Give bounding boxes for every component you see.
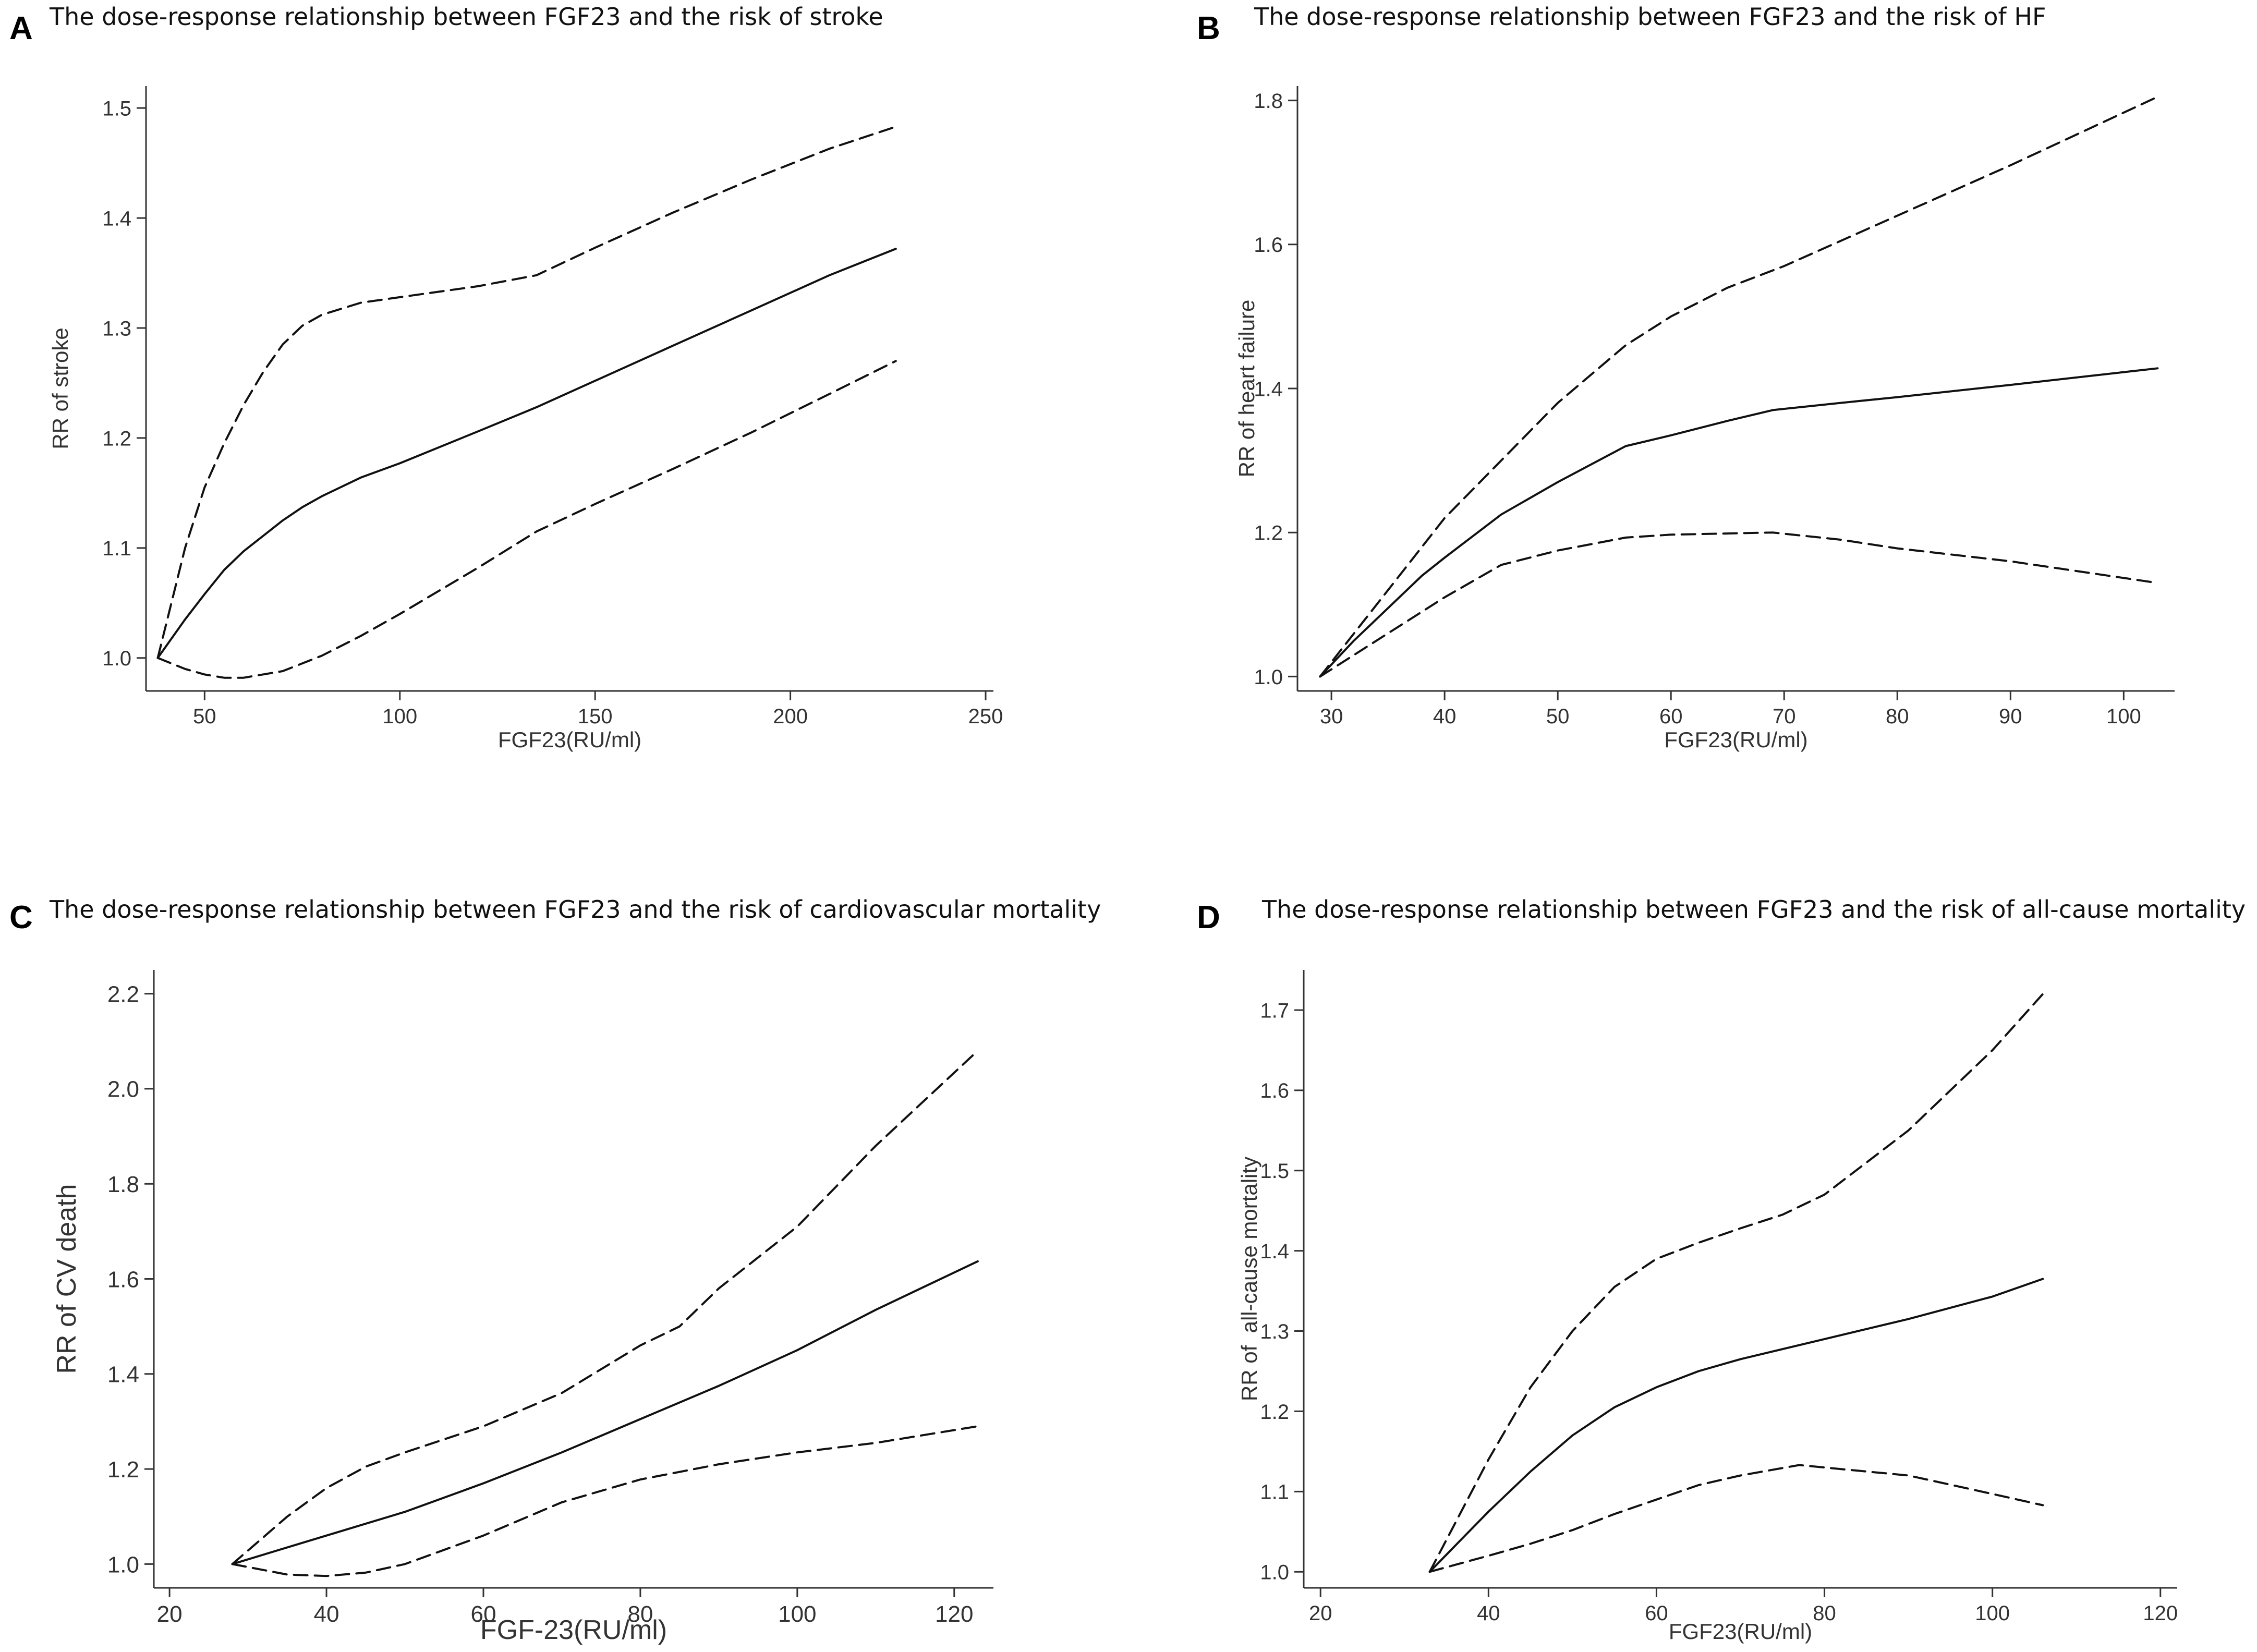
y-tick-label: 1.3 xyxy=(1260,1320,1289,1343)
y-tick-label: 1.0 xyxy=(1254,666,1283,689)
y-tick-label: 1.6 xyxy=(107,1267,139,1292)
y-axis-label: RR of all-cause mortality xyxy=(1237,1157,1261,1401)
y-tick-label: 1.1 xyxy=(1260,1481,1289,1504)
x-tick-label: 60 xyxy=(470,1601,496,1627)
x-tick-label: 100 xyxy=(382,705,417,728)
x-tick-label: 150 xyxy=(578,705,613,728)
panel-d: D The dose-response relationship between … xyxy=(1197,895,2246,1644)
rr-line xyxy=(1428,1278,2044,1573)
rr-line xyxy=(231,1260,979,1565)
x-tick-label: 120 xyxy=(935,1601,973,1627)
x-tick-label: 80 xyxy=(627,1601,653,1627)
y-tick-label: 1.2 xyxy=(102,427,131,450)
rr-line xyxy=(156,248,897,659)
lower-ci-line xyxy=(156,360,897,679)
x-axis-label: FGF23(RU/ml) xyxy=(498,727,641,752)
x-tick-label: 250 xyxy=(968,705,1003,728)
y-tick-label: 1.6 xyxy=(1260,1079,1289,1102)
x-axis-label: FGF23(RU/ml) xyxy=(1664,727,1807,752)
x-tick-label: 40 xyxy=(314,1601,339,1627)
x-tick-label: 120 xyxy=(2143,1602,2178,1625)
y-axis-label: RR of stroke xyxy=(48,327,72,449)
upper-ci-line xyxy=(1428,993,2044,1573)
y-tick-label: 1.6 xyxy=(1254,234,1283,257)
panels-group: A The dose-response relationship between … xyxy=(9,3,2246,1645)
panel-letter: A xyxy=(9,10,33,46)
y-tick-label: 1.8 xyxy=(1254,90,1283,113)
panel-letter: D xyxy=(1197,900,1220,936)
y-tick-label: 1.4 xyxy=(1260,1240,1289,1263)
y-tick-label: 1.1 xyxy=(102,537,131,560)
upper-ci-line xyxy=(156,126,897,659)
y-tick-label: 1.3 xyxy=(102,317,131,340)
chart-title: The dose-response relationship between F… xyxy=(1261,895,2246,924)
lower-ci-line xyxy=(1428,1464,2044,1573)
y-tick-label: 1.4 xyxy=(107,1362,139,1388)
y-axis-label: RR of heart failure xyxy=(1234,300,1259,478)
y-tick-label: 1.4 xyxy=(1254,378,1283,400)
x-tick-label: 80 xyxy=(1886,705,1909,728)
chart-title: The dose-response relationship between F… xyxy=(49,3,883,31)
y-tick-label: 1.2 xyxy=(1254,522,1283,545)
x-tick-label: 60 xyxy=(1659,705,1683,728)
lower-ci-line xyxy=(1319,531,2159,678)
x-tick-label: 90 xyxy=(1999,705,2022,728)
panel-letter: C xyxy=(9,900,33,936)
y-tick-label: 1.2 xyxy=(1260,1401,1289,1424)
y-tick-label: 2.2 xyxy=(107,981,139,1007)
x-tick-label: 20 xyxy=(1309,1602,1332,1625)
x-tick-label: 60 xyxy=(1645,1602,1668,1625)
y-tick-label: 1.5 xyxy=(1260,1160,1289,1183)
y-axis-label: RR of CV death xyxy=(52,1184,82,1374)
x-tick-label: 100 xyxy=(1975,1602,2010,1625)
chart-title: The dose-response relationship between F… xyxy=(49,895,1101,924)
upper-ci-line xyxy=(231,1050,979,1565)
x-tick-label: 30 xyxy=(1320,705,1343,728)
y-tick-label: 1.0 xyxy=(1260,1561,1289,1584)
chart-title: The dose-response relationship between F… xyxy=(1254,3,2046,31)
x-tick-label: 80 xyxy=(1813,1602,1836,1625)
panel-c: C The dose-response relationship between … xyxy=(9,895,1101,1645)
x-tick-label: 40 xyxy=(1433,705,1457,728)
rr-line xyxy=(1319,367,2159,678)
x-tick-label: 70 xyxy=(1773,705,1796,728)
y-tick-label: 1.0 xyxy=(107,1552,139,1577)
y-tick-label: 1.0 xyxy=(102,647,131,670)
panel-a: A The dose-response relationship between … xyxy=(9,3,1003,752)
x-tick-label: 100 xyxy=(2106,705,2141,728)
x-tick-label: 40 xyxy=(1477,1602,1500,1625)
panel-b: B The dose-response relationship between … xyxy=(1197,3,2175,752)
x-axis-label: FGF-23(RU/ml) xyxy=(480,1615,667,1645)
y-tick-label: 1.4 xyxy=(102,207,131,230)
panel-letter: B xyxy=(1197,10,1220,46)
x-tick-label: 20 xyxy=(157,1601,183,1627)
y-tick-label: 1.8 xyxy=(107,1172,139,1197)
x-axis-label: FGF23(RU/ml) xyxy=(1669,1619,1812,1644)
x-tick-label: 50 xyxy=(1546,705,1570,728)
lower-ci-line xyxy=(231,1425,979,1577)
x-tick-label: 200 xyxy=(773,705,808,728)
upper-ci-line xyxy=(1319,95,2159,678)
y-tick-label: 1.5 xyxy=(102,98,131,120)
y-tick-label: 1.7 xyxy=(1260,999,1289,1022)
x-tick-label: 50 xyxy=(193,705,216,728)
y-tick-label: 1.2 xyxy=(107,1457,139,1483)
y-tick-label: 2.0 xyxy=(107,1077,139,1102)
x-tick-label: 100 xyxy=(778,1601,816,1627)
